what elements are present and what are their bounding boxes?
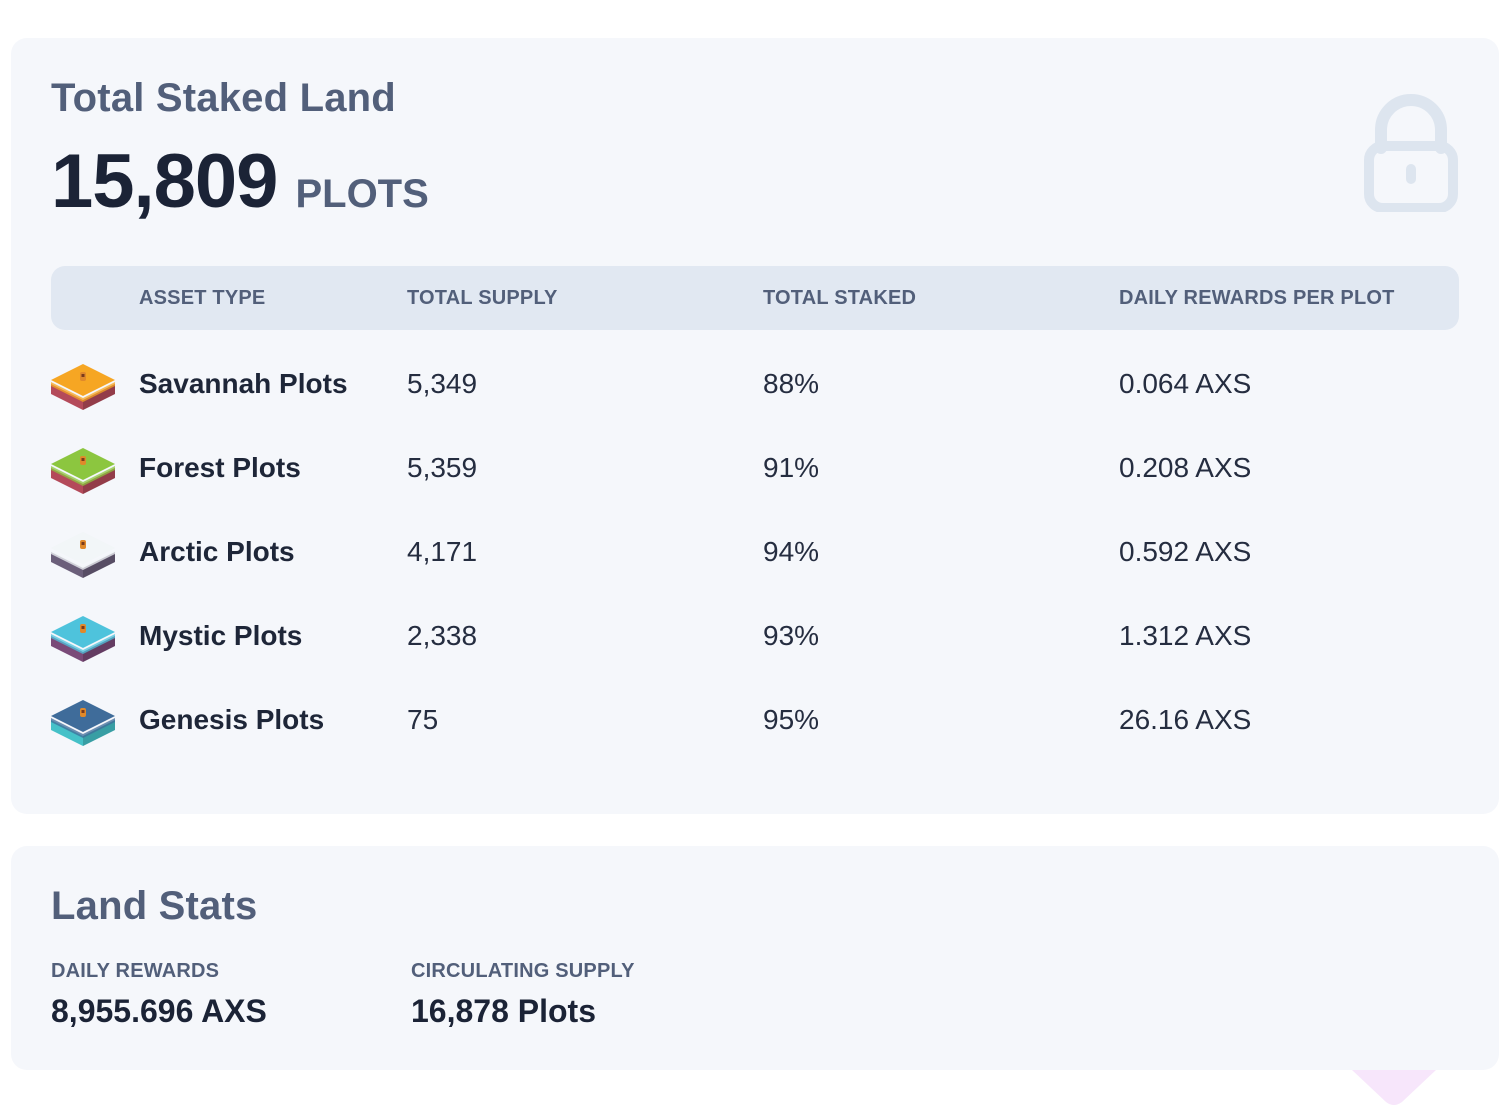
asset-reward: 0.208 AXS bbox=[1119, 452, 1252, 483]
total-staked-land-card: Total Staked Land 15,809 PLOTS ASSET TYP… bbox=[11, 38, 1499, 814]
land-stats-title: Land Stats bbox=[51, 884, 258, 928]
daily-rewards-label: DAILY REWARDS bbox=[51, 960, 220, 982]
circulating-supply-stat: CIRCULATING SUPPLY 16,878 Plots bbox=[411, 960, 635, 1030]
header-asset-type: ASSET TYPE bbox=[139, 287, 266, 309]
asset-supply: 5,349 bbox=[407, 368, 478, 399]
land-stats-card: Land Stats DAILY REWARDS 8,955.696 AXS C… bbox=[11, 846, 1499, 1070]
lock-icon bbox=[1364, 94, 1458, 212]
table-row: Forest Plots 5,359 91% 0.208 AXS bbox=[51, 426, 1459, 510]
mystic-plot-icon bbox=[51, 616, 115, 662]
asset-staked: 94% bbox=[763, 536, 820, 567]
asset-reward: 0.064 AXS bbox=[1119, 368, 1252, 399]
asset-staked: 88% bbox=[763, 368, 820, 399]
arctic-plot-icon bbox=[51, 532, 115, 578]
table-row: Mystic Plots 2,338 93% 1.312 AXS bbox=[51, 594, 1459, 678]
asset-name: Mystic Plots bbox=[139, 620, 303, 651]
staked-title: Total Staked Land bbox=[51, 76, 396, 120]
asset-name: Forest Plots bbox=[139, 452, 301, 483]
header-total-supply: TOTAL SUPPLY bbox=[407, 287, 558, 309]
asset-name: Savannah Plots bbox=[139, 368, 348, 399]
asset-supply: 2,338 bbox=[407, 620, 478, 651]
asset-supply: 5,359 bbox=[407, 452, 478, 483]
table-header: ASSET TYPE TOTAL SUPPLY TOTAL STAKED DAI… bbox=[51, 266, 1459, 330]
header-total-staked: TOTAL STAKED bbox=[763, 287, 917, 309]
total-staked-row: 15,809 PLOTS bbox=[51, 138, 429, 225]
asset-supply: 75 bbox=[407, 704, 439, 735]
table-row: Savannah Plots 5,349 88% 0.064 AXS bbox=[51, 342, 1459, 426]
total-staked-number: 15,809 bbox=[51, 139, 278, 224]
forest-plot-icon bbox=[51, 448, 115, 494]
daily-rewards-value: 8,955.696 AXS bbox=[51, 993, 267, 1029]
asset-staked: 95% bbox=[763, 704, 820, 735]
circulating-supply-value: 16,878 Plots bbox=[411, 993, 596, 1029]
asset-staked: 93% bbox=[763, 620, 820, 651]
asset-reward: 0.592 AXS bbox=[1119, 536, 1252, 567]
asset-name: Arctic Plots bbox=[139, 536, 295, 567]
genesis-plot-icon bbox=[51, 700, 115, 746]
asset-supply: 4,171 bbox=[407, 536, 478, 567]
table-row: Arctic Plots 4,171 94% 0.592 AXS bbox=[51, 510, 1459, 594]
header-daily-rewards: DAILY REWARDS PER PLOT bbox=[1119, 287, 1395, 309]
decorative-tab-shape bbox=[1352, 1070, 1436, 1105]
asset-reward: 26.16 AXS bbox=[1119, 704, 1252, 735]
savannah-plot-icon bbox=[51, 364, 115, 410]
table-row: Genesis Plots 75 95% 26.16 AXS bbox=[51, 678, 1459, 762]
asset-name: Genesis Plots bbox=[139, 704, 325, 735]
circulating-supply-label: CIRCULATING SUPPLY bbox=[411, 960, 635, 982]
asset-reward: 1.312 AXS bbox=[1119, 620, 1252, 651]
daily-rewards-stat: DAILY REWARDS 8,955.696 AXS bbox=[51, 960, 267, 1030]
asset-table-body: Savannah Plots 5,349 88% 0.064 AXS Fores… bbox=[51, 342, 1459, 762]
total-staked-unit: PLOTS bbox=[295, 172, 429, 216]
asset-staked: 91% bbox=[763, 452, 820, 483]
